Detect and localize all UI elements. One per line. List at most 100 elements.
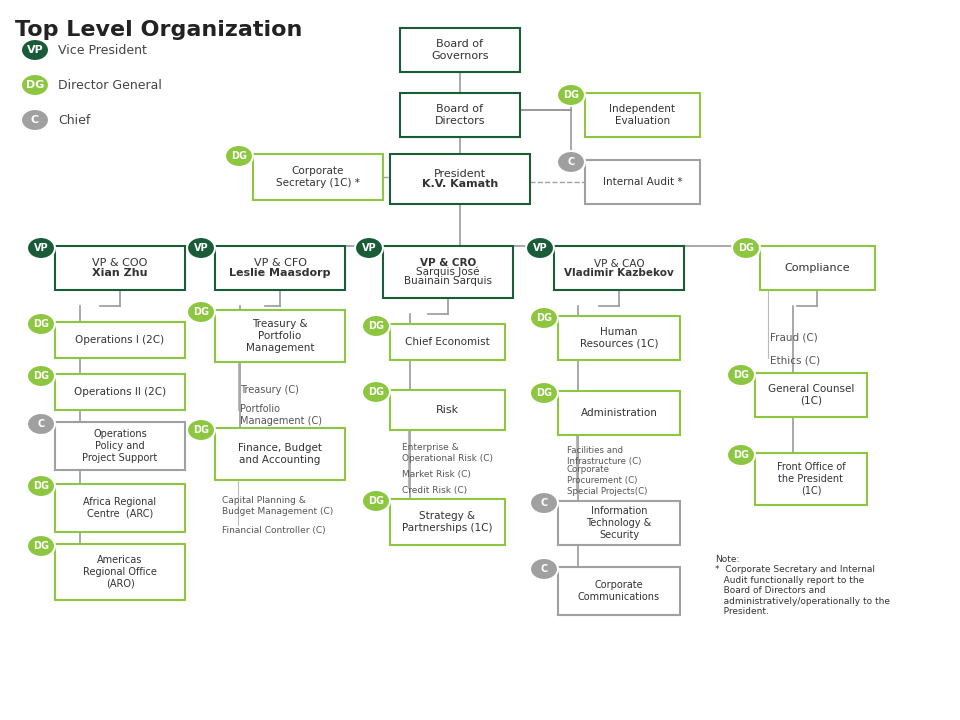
Text: Corporate
Procurement (C): Corporate Procurement (C) xyxy=(567,465,637,485)
FancyBboxPatch shape xyxy=(215,246,345,290)
Text: Chief: Chief xyxy=(58,114,90,127)
FancyBboxPatch shape xyxy=(755,453,867,505)
FancyBboxPatch shape xyxy=(390,499,505,545)
Ellipse shape xyxy=(27,313,55,335)
Text: Corporate
Secretary (1C) *: Corporate Secretary (1C) * xyxy=(276,166,360,188)
Ellipse shape xyxy=(21,109,49,131)
Text: Enterprise &
Operational Risk (C): Enterprise & Operational Risk (C) xyxy=(402,444,493,463)
FancyBboxPatch shape xyxy=(55,374,185,410)
Text: Americas
Regional Office
(ARO): Americas Regional Office (ARO) xyxy=(84,555,156,589)
Text: VP: VP xyxy=(27,45,43,55)
Text: Top Level Organization: Top Level Organization xyxy=(15,20,302,40)
FancyBboxPatch shape xyxy=(390,154,530,204)
Text: DG: DG xyxy=(738,243,754,253)
Text: DG: DG xyxy=(193,425,209,435)
Ellipse shape xyxy=(21,74,49,96)
Text: General Counsel
(1C): General Counsel (1C) xyxy=(768,384,854,406)
Ellipse shape xyxy=(21,39,49,61)
Text: C: C xyxy=(540,498,547,508)
FancyBboxPatch shape xyxy=(760,246,875,290)
FancyBboxPatch shape xyxy=(383,246,513,298)
Text: Corporate
Communications: Corporate Communications xyxy=(578,580,660,602)
Text: VP: VP xyxy=(194,243,208,253)
Text: Vladimir Kazbekov: Vladimir Kazbekov xyxy=(564,268,674,277)
Text: DG: DG xyxy=(368,387,384,397)
FancyBboxPatch shape xyxy=(55,322,185,358)
Text: VP: VP xyxy=(34,243,48,253)
Text: Finance, Budget
and Accounting: Finance, Budget and Accounting xyxy=(238,444,322,465)
Text: DG: DG xyxy=(33,481,49,491)
FancyBboxPatch shape xyxy=(55,484,185,532)
FancyBboxPatch shape xyxy=(558,501,680,545)
FancyBboxPatch shape xyxy=(558,567,680,615)
FancyBboxPatch shape xyxy=(390,324,505,360)
Ellipse shape xyxy=(27,237,55,259)
FancyBboxPatch shape xyxy=(215,310,345,362)
Text: Ethics (C): Ethics (C) xyxy=(770,355,820,365)
Text: Buainain Sarquis: Buainain Sarquis xyxy=(404,276,492,286)
Ellipse shape xyxy=(362,315,390,337)
Text: Treasury (C): Treasury (C) xyxy=(240,385,299,395)
Text: DG: DG xyxy=(26,80,44,90)
Text: DG: DG xyxy=(368,496,384,506)
Text: VP & CAO: VP & CAO xyxy=(593,258,644,269)
FancyBboxPatch shape xyxy=(554,246,684,290)
Text: DG: DG xyxy=(231,151,247,161)
FancyBboxPatch shape xyxy=(253,154,383,200)
Text: DG: DG xyxy=(733,450,749,460)
Text: Compliance: Compliance xyxy=(784,263,851,273)
Ellipse shape xyxy=(530,382,558,404)
FancyBboxPatch shape xyxy=(585,93,700,137)
Ellipse shape xyxy=(27,535,55,557)
Text: VP: VP xyxy=(362,243,376,253)
Text: DG: DG xyxy=(33,319,49,329)
Text: Information
Technology &
Security: Information Technology & Security xyxy=(587,506,652,539)
Text: Operations
Policy and
Project Support: Operations Policy and Project Support xyxy=(83,429,157,463)
Text: President: President xyxy=(434,169,486,179)
Text: Chief Economist: Chief Economist xyxy=(405,337,490,347)
Text: C: C xyxy=(31,115,39,125)
FancyBboxPatch shape xyxy=(558,316,680,360)
Text: Leslie Maasdorp: Leslie Maasdorp xyxy=(229,268,331,278)
Text: Africa Regional
Centre  (ARC): Africa Regional Centre (ARC) xyxy=(84,498,156,519)
Ellipse shape xyxy=(530,307,558,329)
Ellipse shape xyxy=(530,558,558,580)
Text: Financial Controller (C): Financial Controller (C) xyxy=(222,526,325,534)
Ellipse shape xyxy=(225,145,253,167)
Text: DG: DG xyxy=(536,313,552,323)
Ellipse shape xyxy=(187,301,215,323)
Text: DG: DG xyxy=(33,541,49,551)
Text: Board of
Directors: Board of Directors xyxy=(435,104,485,126)
Text: DG: DG xyxy=(536,388,552,398)
Text: Credit Risk (C): Credit Risk (C) xyxy=(402,485,468,495)
Ellipse shape xyxy=(727,364,755,386)
Text: Portfolio
Management (C): Portfolio Management (C) xyxy=(240,404,322,426)
Text: Fraud (C): Fraud (C) xyxy=(770,332,818,342)
Text: C: C xyxy=(37,419,44,429)
Text: Operations II (2C): Operations II (2C) xyxy=(74,387,166,397)
FancyBboxPatch shape xyxy=(558,391,680,435)
Text: C: C xyxy=(567,157,575,167)
Ellipse shape xyxy=(727,444,755,466)
Text: DG: DG xyxy=(193,307,209,317)
Text: Risk: Risk xyxy=(436,405,459,415)
Text: Special Projects(C): Special Projects(C) xyxy=(567,487,647,497)
Text: C: C xyxy=(540,564,547,574)
Text: Sarquis José: Sarquis José xyxy=(417,266,480,277)
Ellipse shape xyxy=(526,237,554,259)
Ellipse shape xyxy=(27,365,55,387)
Text: DG: DG xyxy=(733,370,749,380)
Ellipse shape xyxy=(187,419,215,441)
Text: Strategy &
Partnerships (1C): Strategy & Partnerships (1C) xyxy=(402,511,492,533)
Text: Capital Planning &
Budget Management (C): Capital Planning & Budget Management (C) xyxy=(222,496,333,516)
FancyBboxPatch shape xyxy=(755,373,867,417)
Ellipse shape xyxy=(362,490,390,512)
Text: Independent
Evaluation: Independent Evaluation xyxy=(610,104,676,126)
Text: DG: DG xyxy=(563,90,579,100)
Ellipse shape xyxy=(355,237,383,259)
Text: Xian Zhu: Xian Zhu xyxy=(92,268,148,278)
Ellipse shape xyxy=(557,84,585,106)
Text: Vice President: Vice President xyxy=(58,43,147,56)
FancyBboxPatch shape xyxy=(55,246,185,290)
FancyBboxPatch shape xyxy=(55,544,185,600)
